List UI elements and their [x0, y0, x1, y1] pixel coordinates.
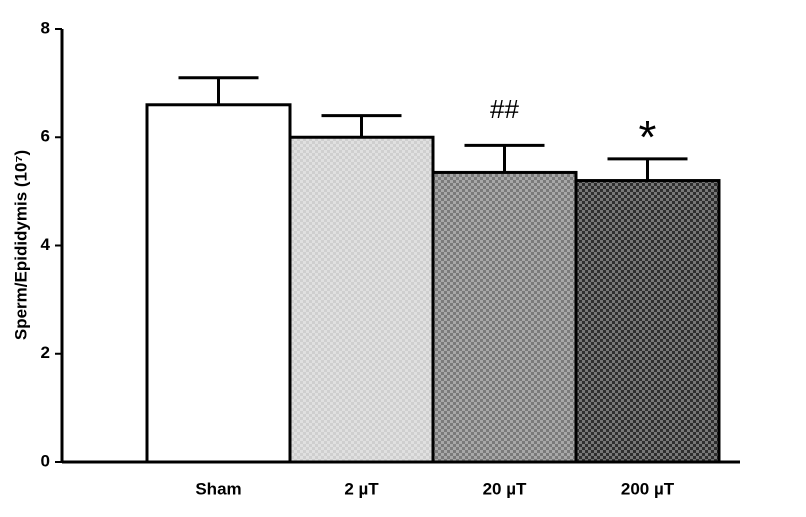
error-bar	[607, 157, 688, 181]
error-bar	[464, 143, 545, 173]
y-tick-label: 6	[41, 127, 50, 146]
x-tick-label: Sham	[195, 479, 241, 498]
annotation: *	[639, 111, 657, 163]
x-tick-label: 200 µT	[621, 479, 675, 498]
bar-texture	[290, 137, 433, 462]
y-tick-label: 8	[41, 18, 50, 37]
y-tick-label: 4	[41, 235, 51, 254]
bar-texture	[433, 172, 576, 462]
error-bar	[178, 76, 259, 105]
x-tick-label: 20 µT	[483, 479, 527, 498]
x-tick-label: 2 µT	[344, 479, 379, 498]
error-bar	[321, 114, 402, 138]
y-axis-label: Sperm/Epididymis (10⁷)	[11, 150, 30, 340]
annotation: ##	[490, 94, 519, 124]
bar-texture	[147, 104, 290, 463]
y-tick-label: 0	[41, 451, 50, 470]
y-tick-label: 2	[41, 343, 50, 362]
bar-texture	[576, 180, 719, 463]
